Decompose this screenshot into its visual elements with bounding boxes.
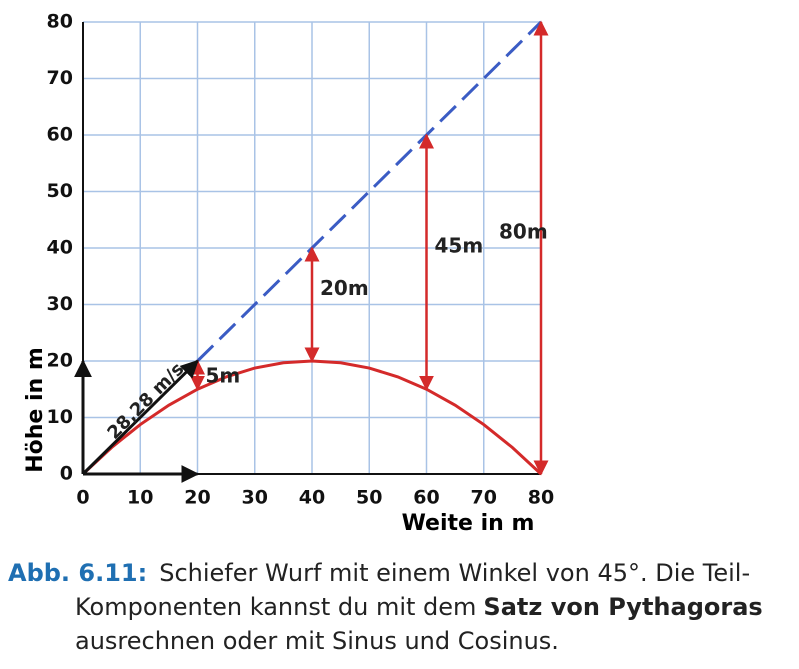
y-axis-label: Höhe in m <box>23 347 48 473</box>
chart: Weite in m Höhe in m 0 10 20 30 40 50 60 70 80 0 1… <box>23 11 554 537</box>
y-tick-label: 80 <box>47 11 73 33</box>
caption-text: Komponenten kannst du mit dem <box>75 593 477 621</box>
x-axis-label: Weite in m <box>402 511 535 536</box>
x-tick-label: 60 <box>413 487 439 509</box>
x-tick-label: 20 <box>184 487 210 509</box>
x-tick-label: 50 <box>356 487 382 509</box>
drop-label: 20m <box>320 276 369 300</box>
caption-label: Abb. 6.11: <box>8 559 148 587</box>
x-tick-label: 40 <box>299 487 325 509</box>
caption-line: ausrechnen oder mit Sinus und Cosinus. <box>8 624 763 658</box>
series-line <box>196 20 543 363</box>
y-tick-label: 20 <box>47 350 73 372</box>
drop-label: 45m <box>435 234 484 258</box>
caption-line: Komponenten kannst du mit dem Satz von Py… <box>8 590 763 624</box>
y-tick-label: 60 <box>47 124 73 146</box>
x-tick-label: 80 <box>528 487 554 509</box>
y-tick-label: 30 <box>47 293 73 315</box>
caption-text: Schiefer Wurf mit einem Winkel von 45°. … <box>159 559 751 587</box>
vector-arrow <box>81 359 199 476</box>
x-tick-label: 10 <box>127 487 153 509</box>
drop-label: 80m <box>499 220 548 244</box>
x-tick-label: 70 <box>471 487 497 509</box>
caption-line: Abb. 6.11: Schiefer Wurf mit einem Winkel… <box>8 556 763 590</box>
y-tick-label: 70 <box>47 67 73 89</box>
y-tick-label: 10 <box>47 406 73 428</box>
y-tick-label: 40 <box>47 237 73 259</box>
y-tick-label: 50 <box>47 180 73 202</box>
drop-label: 5m <box>206 364 241 388</box>
x-tick-label: 0 <box>76 487 89 509</box>
caption-text: ausrechnen oder mit Sinus und Cosinus. <box>75 627 559 655</box>
caption: Abb. 6.11: Schiefer Wurf mit einem Winkel… <box>8 556 763 658</box>
y-tick-label: 0 <box>60 463 73 485</box>
caption-bold: Satz von Pythagoras <box>483 593 763 621</box>
x-tick-label: 30 <box>242 487 268 509</box>
